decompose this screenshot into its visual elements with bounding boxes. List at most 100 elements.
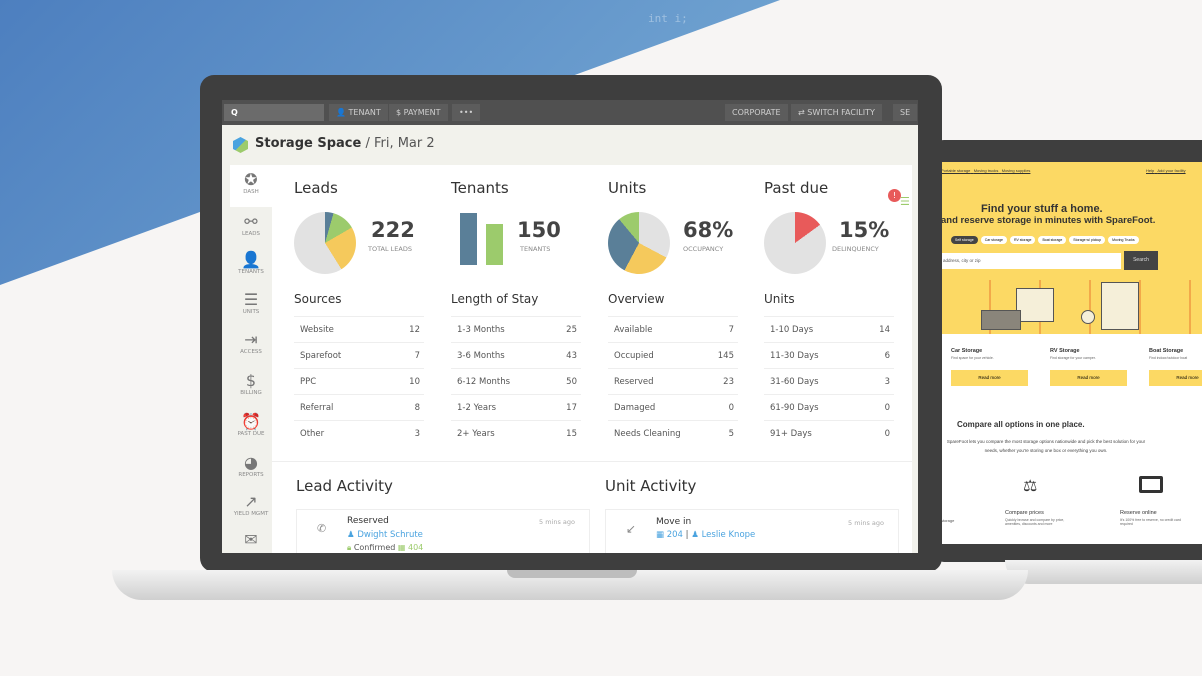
total-leads-value: 222 (371, 218, 415, 242)
sidebar-item-access[interactable]: ⇥ ACCESS (230, 330, 272, 356)
sf-chip[interactable]: Car storage (980, 236, 1007, 244)
payment-button[interactable]: $ PAYMENT (389, 104, 448, 121)
sf-search-input[interactable]: address, city or zip (941, 253, 1121, 269)
user-icon: ♟ (691, 530, 699, 540)
sf-nav-portable[interactable]: Portable storage (941, 168, 971, 173)
units-pie-chart (608, 212, 670, 274)
row-value: 50 (566, 377, 577, 387)
sf-chip[interactable]: Boat storage (1038, 236, 1067, 244)
list-row: Available 7 (608, 316, 738, 342)
lead-name-link[interactable]: ♟ Dwight Schrute (347, 530, 423, 540)
row-label: Damaged (614, 403, 656, 413)
sidebar-item-yield[interactable]: ↗ YIELD MGMT (230, 492, 272, 518)
list-title: Units (764, 292, 795, 306)
sf-nav-supplies[interactable]: Moving supplies (1001, 168, 1031, 173)
corporate-button[interactable]: CORPORATE (725, 104, 788, 121)
sf-chip[interactable]: Storage w/ pickup (1069, 236, 1106, 244)
sidebar-item-units[interactable]: ☰ UNITS (230, 290, 272, 316)
se-button[interactable]: SE (893, 104, 918, 121)
sf-read-more-button[interactable]: Read more (951, 370, 1028, 386)
list-row: 91+ Days 0 (764, 420, 894, 446)
sf-nav-add-facility[interactable]: Add your facility (1157, 168, 1186, 173)
sf-read-more-button[interactable]: Read more (1050, 370, 1127, 386)
row-label: 3-6 Months (457, 351, 505, 361)
row-value: 0 (884, 403, 890, 413)
row-value: 43 (566, 351, 577, 361)
row-label: 1-10 Days (770, 325, 814, 335)
row-label: 61-90 Days (770, 403, 819, 413)
list-title: Overview (608, 292, 665, 306)
tenants-value: 150 (517, 218, 561, 242)
page-title: Storage Space / Fri, Mar 2 (255, 136, 435, 151)
user-icon: 👤 (241, 250, 261, 269)
row-value: 8 (414, 403, 420, 413)
monitor-icon (1139, 476, 1163, 493)
list-row: Reserved 23 (608, 368, 738, 394)
tenants-title: Tenants (451, 179, 509, 197)
sf-headline: Find your stuff a home. (981, 203, 1103, 215)
sf-feature-title: Compare prices (1005, 510, 1044, 516)
laptop-base (112, 570, 1028, 600)
sidebar-item-mail[interactable]: ✉ (230, 531, 272, 549)
more-button[interactable]: ••• (452, 104, 481, 121)
leads-pie-chart (294, 212, 356, 274)
list-row: Other 3 (294, 420, 424, 446)
search-input[interactable]: Q (224, 104, 324, 121)
trend-icon: ↗ (244, 492, 258, 511)
sidebar: ✪ DASH ⚯ LEADS 👤 TENANTS ☰ UNITS ⇥ ACCESS $ BI… (230, 165, 272, 553)
sf-chip[interactable]: Self storage (951, 236, 978, 244)
row-label: PPC (300, 377, 317, 387)
sidebar-item-leads[interactable]: ⚯ LEADS (230, 213, 272, 238)
sidebar-item-past-due[interactable]: ⏰ PAST DUE (230, 413, 272, 438)
row-label: 31-60 Days (770, 377, 819, 387)
row-value: 15 (566, 429, 577, 439)
divider (272, 461, 912, 462)
sf-card-desc: Find indoor/outdoor boat (1149, 356, 1188, 360)
storage-icon: ☰ (243, 290, 259, 309)
switch-facility-button[interactable]: ⇄ SWITCH FACILITY (791, 104, 882, 121)
tenant-button[interactable]: 👤 TENANT (329, 104, 388, 121)
row-value: 3 (414, 429, 420, 439)
user-icon: ♟ (347, 530, 355, 540)
sidebar-item-billing[interactable]: $ BILLING (230, 372, 272, 397)
sidebar-item-dash[interactable]: ✪ DASH (230, 165, 272, 207)
unit-tenant-link[interactable]: ▦ 204 | ♟ Leslie Knope (656, 530, 756, 540)
row-value: 3 (884, 377, 890, 387)
list-row: 6-12 Months 50 (451, 368, 581, 394)
row-label: 91+ Days (770, 429, 812, 439)
pie-chart-icon: ◕ (244, 453, 258, 472)
top-navbar: Q 👤 TENANT $ PAYMENT ••• CORPORATE ⇄ SWI… (222, 100, 918, 125)
delinquency-label: DELINQUENCY (832, 245, 879, 253)
list-row: 1-3 Months 25 (451, 316, 581, 342)
unit-activity-card[interactable]: ↙ Move in ▦ 204 | ♟ Leslie Knope 5 mins … (605, 509, 899, 553)
sf-nav-help[interactable]: Help (1146, 168, 1155, 173)
logo-icon (233, 137, 248, 153)
lead-activity-card[interactable]: ✆ Reserved ♟ Dwight Schrute 🔒︎ Confirmed… (296, 509, 590, 553)
activity-time: 5 mins ago (848, 519, 884, 527)
sf-nav-trucks[interactable]: Moving trucks (973, 168, 999, 173)
past-due-title: Past due (764, 179, 829, 197)
list-row: 1-10 Days 14 (764, 316, 894, 342)
units-title: Units (608, 179, 647, 197)
sf-chip[interactable]: Moving Trucks (1108, 236, 1139, 244)
past-due-pie-chart (764, 212, 826, 274)
switch-icon: ⇄ (798, 108, 805, 117)
sidebar-item-reports[interactable]: ◕ REPORTS (230, 453, 272, 479)
sf-search-button[interactable]: Search (1124, 251, 1158, 270)
sf-read-more-button[interactable]: Read more (1149, 370, 1202, 386)
list-icon[interactable]: ☰ (900, 195, 910, 208)
row-value: 5 (728, 429, 734, 439)
row-label: Available (614, 325, 653, 335)
alert-badge[interactable]: ! (888, 189, 901, 202)
add-user-icon: 👤 (336, 108, 346, 117)
row-label: 2+ Years (457, 429, 495, 439)
tenants-label: TENANTS (520, 245, 551, 253)
list-row: 31-60 Days 3 (764, 368, 894, 394)
sidebar-item-tenants[interactable]: 👤 TENANTS (230, 250, 272, 276)
activity-status: Move in (656, 517, 692, 527)
sf-chips: Self storage Car storage RV storage Boat… (951, 236, 1139, 244)
sf-chip[interactable]: RV storage (1009, 236, 1036, 244)
row-value: 12 (409, 325, 420, 335)
sign-in-icon: ⇥ (244, 330, 258, 349)
sf-compare-title: Compare all options in one place. (957, 420, 1085, 429)
